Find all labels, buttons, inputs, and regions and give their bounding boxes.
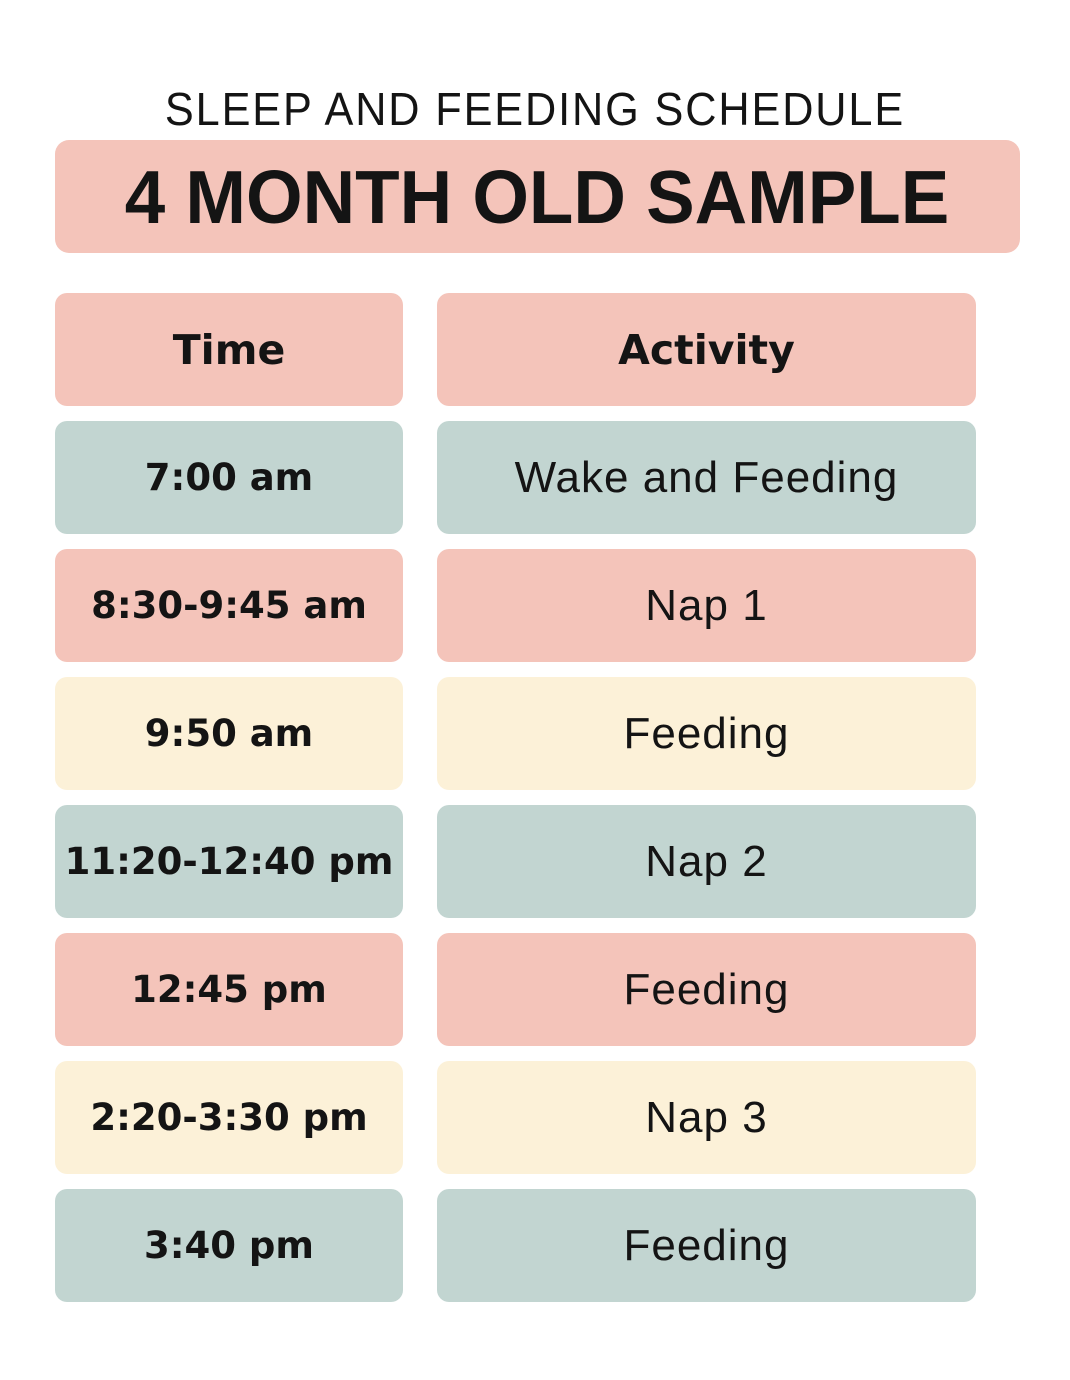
time-cell: 9:50 am: [55, 677, 403, 790]
time-cell: 3:40 pm: [55, 1189, 403, 1302]
activity-cell: Nap 3: [437, 1061, 976, 1174]
activity-cell: Feeding: [437, 1189, 976, 1302]
schedule-table: Time Activity 7:00 am Wake and Feeding 8:3…: [55, 293, 976, 1302]
activity-cell: Feeding: [437, 677, 976, 790]
page-subtitle: SLEEP AND FEEDING SCHEDULE: [164, 83, 906, 135]
title-banner: 4 MONTH OLD SAMPLE: [55, 140, 1020, 253]
page-title: 4 MONTH OLD SAMPLE: [125, 154, 950, 239]
column-header-activity: Activity: [437, 293, 976, 406]
time-cell: 7:00 am: [55, 421, 403, 534]
activity-cell: Nap 1: [437, 549, 976, 662]
activity-cell: Nap 2: [437, 805, 976, 918]
time-cell: 11:20-12:40 pm: [55, 805, 403, 918]
activity-cell: Wake and Feeding: [437, 421, 976, 534]
activity-cell: Feeding: [437, 933, 976, 1046]
time-cell: 2:20-3:30 pm: [55, 1061, 403, 1174]
time-cell: 12:45 pm: [55, 933, 403, 1046]
column-header-time: Time: [55, 293, 403, 406]
time-cell: 8:30-9:45 am: [55, 549, 403, 662]
